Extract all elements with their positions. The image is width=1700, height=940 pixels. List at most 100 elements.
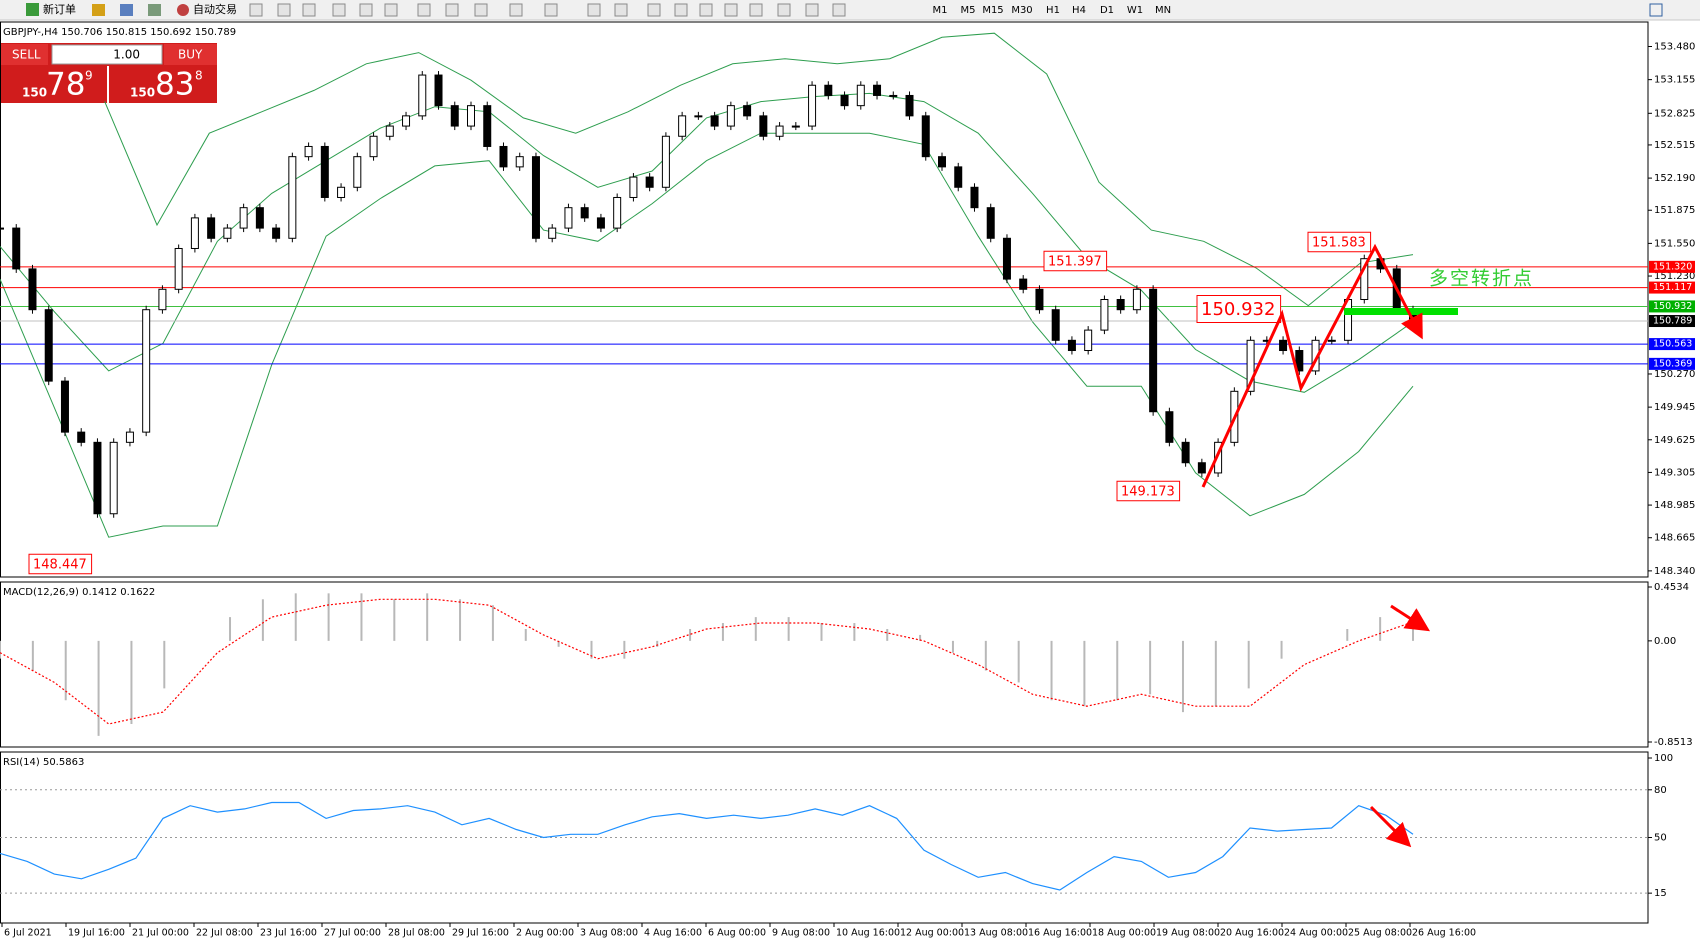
tool-icon[interactable] [832,3,846,17]
x-tick-label: 29 Jul 16:00 [452,928,509,939]
sell-label[interactable]: SELL [12,48,41,62]
timeframe-button[interactable]: M5 [961,5,976,16]
candle [369,135,378,158]
candle [1019,278,1028,290]
timeframe-button[interactable]: H1 [1046,5,1060,16]
candle [1246,339,1255,392]
tool-icon[interactable] [384,3,398,17]
candle [499,145,508,168]
timeframe-button[interactable]: M30 [1011,5,1032,16]
candle [970,186,979,209]
candle [1197,462,1206,474]
tool-icon[interactable] [249,3,263,17]
candle [1084,329,1093,352]
auto-trading-icon[interactable] [177,4,189,16]
candle [678,115,687,137]
buy-price-sup[interactable]: 8 [195,69,203,83]
toolbar: 新订单 自动交易 M1 M5 M15 M30 H1 H4 D1 W1 MN [0,0,1700,21]
candle [142,309,151,433]
rsi-arrow [1369,805,1412,848]
y-tick-label: 151.550 [1654,238,1695,249]
tool-icon[interactable] [120,4,133,16]
timeframe-button[interactable]: M15 [982,5,1003,16]
candle [661,135,670,188]
sell-price-sup[interactable]: 9 [85,69,93,83]
candle [1165,411,1174,443]
tool-icon[interactable] [674,3,688,17]
tool-icon[interactable] [699,3,713,17]
candle [1035,288,1044,311]
timeframe-button[interactable]: M1 [933,5,948,16]
candle [207,217,216,239]
candle [921,115,930,158]
buy-price-big[interactable]: 83 [155,67,194,103]
sell-price-big[interactable]: 78 [46,67,85,103]
candle [515,156,524,168]
buy-label[interactable]: BUY [178,48,203,62]
tool-icon[interactable] [647,3,661,17]
trend-arrow [1201,243,1423,488]
timeframe-button[interactable]: H4 [1072,5,1086,16]
timeframe-button[interactable]: MN [1155,5,1171,16]
rsi-line [0,801,1414,891]
tool-icon[interactable] [509,3,523,17]
search-icon[interactable] [1649,3,1663,17]
tool-icon[interactable] [749,3,763,17]
candle [531,156,540,239]
candle [450,105,459,127]
tool-icon[interactable] [148,4,161,16]
x-tick-label: 12 Aug 00:00 [900,928,964,939]
tool-icon[interactable] [277,3,291,17]
tool-icon[interactable] [445,3,459,17]
candle [889,94,898,97]
tool-icon[interactable] [359,3,373,17]
lot-value[interactable]: 1.00 [113,48,140,62]
tool-icon[interactable] [417,3,431,17]
buy-price-prefix[interactable]: 150 [130,86,155,100]
y-tick-label: 149.305 [1654,467,1695,478]
candle [304,145,313,158]
candle [353,156,362,188]
sell-price-prefix[interactable]: 150 [22,86,47,100]
x-tick-label: 19 Aug 08:00 [1156,928,1220,939]
price-level-label: 150.932 [1653,301,1692,312]
new-order-button[interactable]: 新订单 [43,2,76,16]
candle [938,156,946,168]
timeframe-button[interactable]: W1 [1127,5,1143,16]
lot-input[interactable] [51,44,163,65]
auto-trading-button[interactable]: 自动交易 [193,2,237,16]
tool-icon[interactable] [614,3,628,17]
tool-icon[interactable] [777,3,791,17]
pivot-bar [1344,308,1458,315]
x-tick-label: 21 Jul 00:00 [132,928,189,939]
x-tick-label: 25 Aug 08:00 [1348,928,1412,939]
candle [596,217,605,229]
sell-button[interactable] [0,44,48,65]
price-level-label: 151.320 [1653,261,1692,272]
price-level-box [1649,281,1695,294]
buy-button[interactable] [164,44,217,65]
tool-icon[interactable] [302,3,316,17]
candle [0,227,4,230]
annotation-box [28,553,93,575]
tool-icon[interactable] [724,3,738,17]
timeframe-button[interactable]: D1 [1100,5,1114,16]
candle [564,207,573,229]
candle [873,84,882,96]
candle [1214,441,1223,474]
candle [548,227,557,239]
annotation-box [1043,250,1108,272]
x-tick-label: 6 Jul 2021 [4,928,52,939]
candle [28,268,37,311]
tool-icon[interactable] [332,3,346,17]
tool-icon[interactable] [92,4,105,16]
x-tick-label: 18 Aug 00:00 [1092,928,1156,939]
tool-icon[interactable] [805,3,819,17]
tool-icon[interactable] [544,3,558,17]
tool-icon[interactable] [587,3,601,17]
new-order-icon[interactable] [26,3,39,16]
tool-icon[interactable] [474,3,488,17]
price-level-box [1649,338,1695,351]
candle [60,380,69,433]
